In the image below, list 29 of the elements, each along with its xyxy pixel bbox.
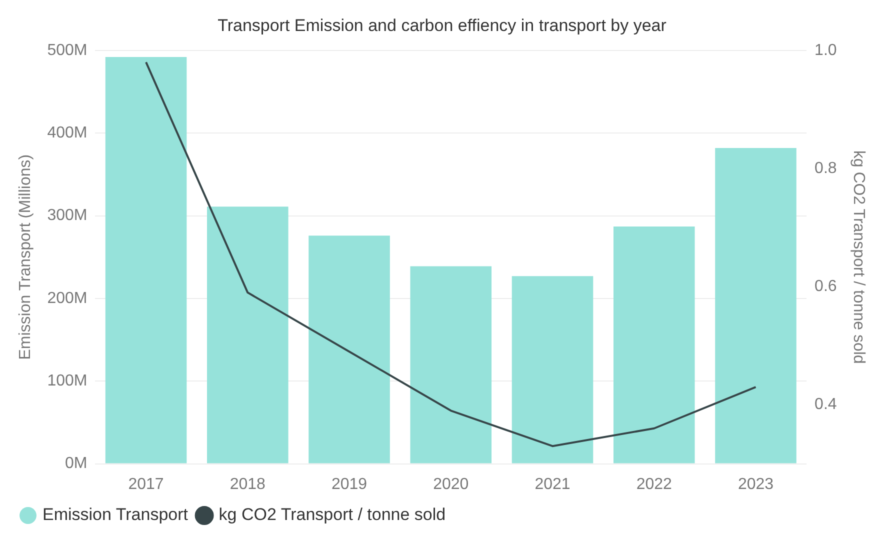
y-tick-label: 0M [64, 455, 88, 472]
x-tick-label: 2022 [636, 476, 672, 493]
chart-title: Transport Emission and carbon effiency in transport by year [218, 16, 667, 35]
x-tick-label: 2017 [128, 476, 164, 493]
y-tick-label: 300M [47, 207, 88, 224]
y2-tick-label: 0.4 [814, 396, 837, 414]
y-tick-label: 400M [47, 124, 88, 142]
legend-label: kg CO2 Transport / tonne sold [218, 505, 446, 524]
bar [613, 226, 695, 464]
x-tick-label: 2021 [534, 476, 570, 493]
bar [410, 266, 492, 464]
y-tick-label: 100M [47, 372, 88, 390]
legend-label: Emission Transport [42, 505, 188, 524]
y2-tick-label: 0.6 [814, 278, 837, 296]
y-tick-label: 500M [47, 42, 88, 59]
x-tick-label: 2020 [433, 476, 469, 493]
x-tick-label: 2018 [230, 476, 266, 493]
bar [308, 236, 390, 464]
x-tick-label: 2023 [738, 476, 774, 493]
bar [105, 57, 187, 464]
y2-tick-label: 1.0 [814, 42, 837, 59]
bar [207, 206, 288, 464]
y2-tick-label: 0.8 [814, 160, 837, 177]
y-axis-title: Emission Transport (Millions) [17, 154, 34, 360]
x-tick-label: 2019 [331, 476, 368, 493]
bar [512, 276, 594, 464]
y2-axis-title: kg CO2 Transport / tonne sold [850, 150, 867, 364]
y-tick-label: 200M [47, 290, 88, 307]
bar [715, 148, 796, 464]
